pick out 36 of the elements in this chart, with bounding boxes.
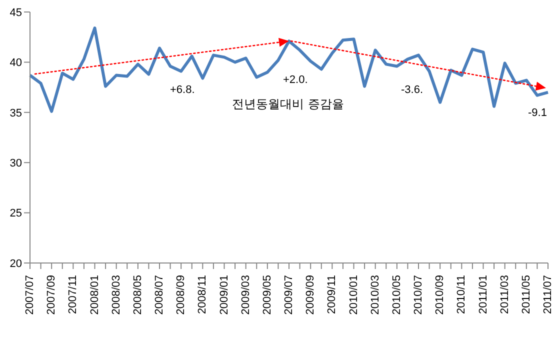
x-tick-label: 2010/09 (434, 275, 446, 315)
annotation: +2.0. (283, 74, 308, 86)
x-tick-label: 2011/07 (542, 275, 554, 314)
y-tick-label: 25 (10, 208, 22, 220)
annotation: -3.6. (401, 84, 424, 96)
x-tick-label: 2008/01 (88, 275, 101, 315)
x-tick-label: 2009/09 (304, 275, 317, 315)
x-tick-label: 2007/07 (24, 275, 36, 315)
x-tick-label: 2008/11 (196, 275, 209, 314)
y-tick-label: 20 (10, 258, 22, 270)
x-tick-label: 2011/05 (520, 275, 532, 314)
y-tick-label: 35 (10, 107, 22, 120)
x-tick-label: 2011/03 (498, 275, 511, 314)
x-tick-label: 2010/05 (390, 275, 403, 315)
x-tick-label: 2010/11 (456, 275, 468, 314)
y-tick-label: 45 (10, 6, 22, 19)
x-tick-label: 2009/07 (283, 275, 295, 315)
y-tick-label: 30 (10, 158, 22, 170)
x-tick-label: 2007/11 (67, 275, 80, 314)
x-tick-label: 2009/05 (261, 275, 274, 315)
x-tick-label: 2008/05 (132, 275, 144, 315)
x-tick-label: 2008/03 (110, 275, 122, 315)
annotation: 전년동월대비 증감율 (232, 96, 344, 113)
x-tick-label: 2009/03 (240, 275, 252, 315)
x-tick-label: 2009/01 (218, 275, 230, 315)
x-tick-label: 2008/07 (154, 275, 166, 315)
x-tick-label: 2010/01 (348, 275, 360, 315)
x-tick-label: 2007/09 (46, 275, 58, 315)
annotation: +6.8. (170, 84, 195, 96)
x-tick-label: 2011/01 (477, 275, 490, 314)
x-tick-label: 2009/11 (326, 275, 338, 314)
x-tick-label: 2010/03 (369, 275, 382, 315)
x-tick-label: 2008/09 (175, 275, 188, 315)
x-tick-label: 2010/07 (412, 275, 424, 315)
y-tick-label: 40 (10, 57, 22, 70)
annotation: -9.1 (528, 107, 547, 119)
